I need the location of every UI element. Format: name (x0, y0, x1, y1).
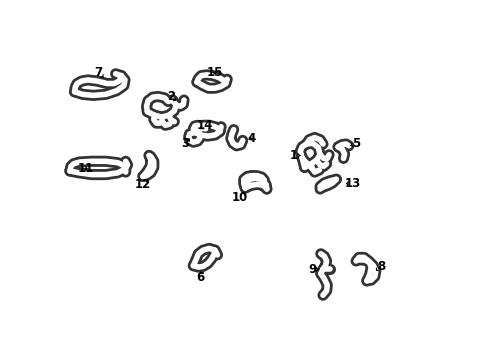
Text: 10: 10 (232, 191, 248, 204)
Text: 14: 14 (196, 119, 213, 132)
Text: 15: 15 (206, 66, 223, 78)
Text: 13: 13 (344, 177, 360, 190)
Text: 5: 5 (350, 137, 360, 150)
Text: 9: 9 (307, 263, 317, 276)
Text: 3: 3 (181, 137, 189, 150)
Text: 8: 8 (376, 260, 385, 273)
Text: 7: 7 (95, 66, 103, 79)
Text: 2: 2 (167, 90, 175, 103)
Text: 1: 1 (289, 149, 299, 162)
Text: 6: 6 (196, 271, 204, 284)
Text: 11: 11 (77, 162, 93, 175)
Text: 12: 12 (135, 178, 151, 191)
Text: 4: 4 (247, 132, 255, 145)
